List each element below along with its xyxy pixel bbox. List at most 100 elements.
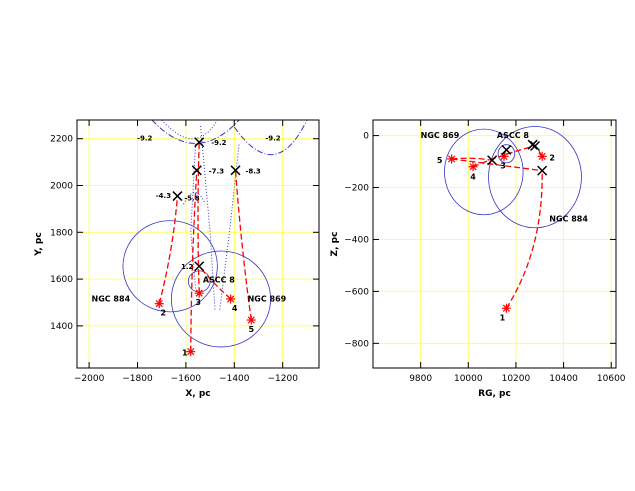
right-grid	[373, 120, 616, 368]
star-ray	[469, 163, 477, 171]
x-tick-label: 9800	[409, 374, 432, 384]
orbit-label: -5.8	[184, 194, 199, 202]
cross-marker	[527, 139, 538, 150]
right-y-axis-label: Z, pc	[330, 232, 340, 257]
cluster-label: ASCC 8	[497, 131, 529, 140]
right-markers: 1 2 3 4 5 NGC 869 ASCC 8 NGC 884	[421, 131, 589, 322]
track-line	[505, 170, 543, 309]
y-tick-label: −800	[344, 339, 369, 349]
x-tick-label: −1600	[171, 374, 202, 384]
cluster-circle	[488, 126, 582, 229]
left-panel: 1 2 3 4 5 -9.2 -7.3 -8.3 -4.3 1.2 -9.2 -9.2 -5.8 NGC …	[34, 119, 320, 399]
x-tick-label: −1200	[267, 374, 298, 384]
cluster-label: NGC 869	[421, 131, 460, 140]
star-marker	[194, 288, 204, 298]
y-tick-label: 2200	[50, 135, 73, 145]
cross-stroke	[537, 165, 548, 176]
right-ticks: 9800 10000 10200 10400 10600 −800 −600 −400 −200…	[344, 120, 626, 384]
cross-stroke	[191, 165, 202, 176]
dotted-path	[190, 143, 197, 289]
cross-stroke	[487, 155, 498, 166]
track-line	[197, 142, 200, 294]
cross-label: -4.3	[156, 192, 171, 200]
cross-marker	[537, 165, 548, 176]
cross-marker	[487, 155, 498, 166]
cross-marker	[501, 144, 512, 155]
track-line	[451, 158, 543, 172]
star-ray	[448, 155, 456, 163]
cross-stroke	[172, 191, 183, 202]
star-label: 1	[500, 313, 506, 322]
track-line	[158, 195, 179, 304]
cross-marker	[194, 261, 205, 272]
cluster-label: NGC 884	[92, 294, 131, 303]
x-tick-label: −1800	[122, 374, 153, 384]
star-label: 2	[160, 309, 166, 318]
star-ray	[500, 152, 508, 160]
y-tick-label: 1400	[50, 322, 73, 332]
x-tick-label: 10000	[454, 374, 483, 384]
orbit-arc	[151, 119, 240, 144]
cluster-label: NGC 884	[549, 214, 588, 223]
star-ray	[187, 348, 195, 356]
star-ray	[247, 316, 255, 324]
star-marker	[468, 162, 478, 172]
cross-stroke	[194, 137, 205, 148]
star-label: 3	[500, 161, 506, 170]
right-panel: 1 2 3 4 5 NGC 869 ASCC 8 NGC 884 9800 10000 10200…	[330, 119, 626, 399]
cross-stroke	[194, 261, 205, 272]
star-label: 3	[195, 298, 201, 307]
right-frame	[372, 119, 617, 369]
star-ray	[155, 300, 163, 308]
left-y-axis-label: Y, pc	[34, 232, 44, 256]
left-markers: 1 2 3 4 5 -9.2 -7.3 -8.3 -4.3 1.2 -9.2 -9.2 -5.8 NGC …	[92, 135, 287, 358]
star-ray	[227, 295, 235, 303]
cross-label: 1.2	[181, 263, 194, 271]
cluster-label: ASCC 8	[203, 276, 235, 285]
y-tick-label: −200	[344, 184, 369, 194]
left-ticks: −2000 −1800 −1600 −1400 −1200 1400 1600 1800 200…	[50, 120, 319, 384]
left-tracks	[158, 142, 252, 352]
cross-label: -8.3	[246, 167, 261, 175]
cross-stroke	[501, 144, 512, 155]
x-tick-label: −2000	[74, 374, 105, 384]
y-tick-label: −400	[344, 235, 369, 245]
cross-stroke	[527, 139, 538, 150]
cross-stroke	[230, 165, 241, 176]
y-tick-label: 2000	[50, 182, 73, 192]
orbit-arc	[161, 119, 218, 140]
star-label: 1	[182, 349, 188, 358]
x-tick-label: 10600	[597, 374, 626, 384]
star-label: 5	[437, 156, 443, 165]
star-marker	[501, 303, 511, 313]
star-ray	[502, 304, 511, 312]
star-ray	[195, 289, 203, 297]
right-tracks	[451, 144, 543, 309]
y-tick-label: 0	[363, 132, 369, 142]
cross-marker	[172, 191, 183, 202]
track-line	[234, 170, 252, 321]
star-marker	[226, 294, 236, 304]
cluster-circle	[444, 128, 524, 216]
star-ray	[538, 152, 546, 160]
star-marker	[447, 154, 457, 164]
cross-marker	[529, 140, 541, 151]
x-tick-label: 10400	[549, 374, 578, 384]
star-label: 5	[248, 325, 254, 334]
track-line	[190, 170, 198, 352]
right-circles	[444, 126, 582, 229]
cluster-circle	[170, 250, 272, 348]
cross-label: -7.3	[209, 167, 224, 175]
track-line	[451, 157, 493, 161]
star-label: 4	[232, 304, 238, 313]
x-tick-label: 10200	[502, 374, 531, 384]
cluster-label: NGC 869	[248, 294, 287, 303]
x-tick-label: −1400	[219, 374, 250, 384]
left-grid	[77, 120, 319, 368]
cross-label: -9.2	[211, 139, 226, 147]
y-tick-label: −600	[344, 287, 369, 297]
y-tick-label: 1800	[50, 228, 73, 238]
star-marker	[246, 315, 256, 325]
cluster-circle	[122, 220, 218, 313]
